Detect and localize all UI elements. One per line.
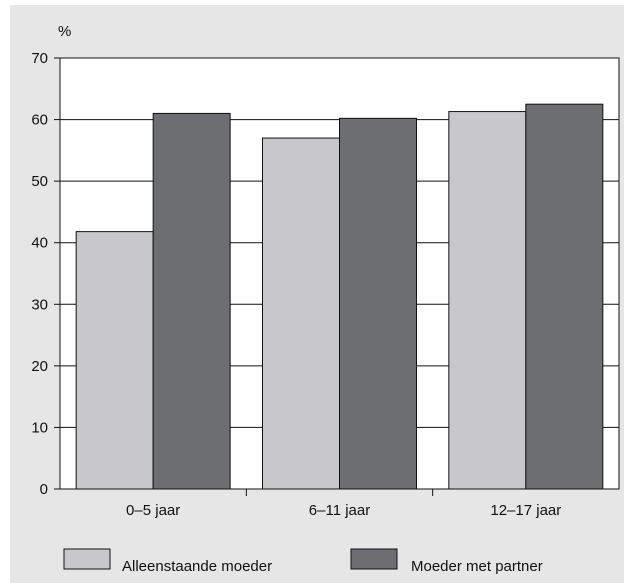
y-tick-label: 50: [31, 173, 48, 190]
legend-label: Moeder met partner: [411, 558, 543, 575]
bar: [339, 117, 417, 490]
axes: 0 10 20 30 40 50 60 70 0–5 jaar 6–11 jaar 12–17 ja…: [31, 50, 620, 519]
legend-swatch: [63, 548, 111, 570]
bar: [525, 103, 604, 490]
x-tick-label: 6–11 jaar: [309, 502, 370, 519]
y-tick-label: 0: [40, 481, 48, 498]
legend: Alleenstaande moeder Moeder met partner: [63, 548, 543, 575]
legend-swatch: [350, 548, 398, 570]
plot-frame: [59, 57, 620, 490]
bars: [75, 103, 604, 490]
y-tick-label: 30: [31, 296, 48, 313]
y-tick-label: 60: [31, 112, 48, 129]
bar: [448, 111, 527, 490]
x-tick-label: 12–17 jaar: [490, 502, 561, 519]
legend-label: Alleenstaande moeder: [122, 558, 272, 575]
x-tick-label: 0–5 jaar: [126, 502, 180, 519]
y-tick-label: 20: [31, 358, 48, 375]
y-axis-unit-label: %: [58, 23, 71, 40]
y-tick-label: 40: [31, 235, 48, 252]
bar: [75, 231, 154, 490]
bar: [262, 137, 340, 490]
y-tick-label: 10: [31, 419, 48, 436]
y-tick-label: 70: [31, 50, 48, 67]
bar: [152, 112, 231, 490]
